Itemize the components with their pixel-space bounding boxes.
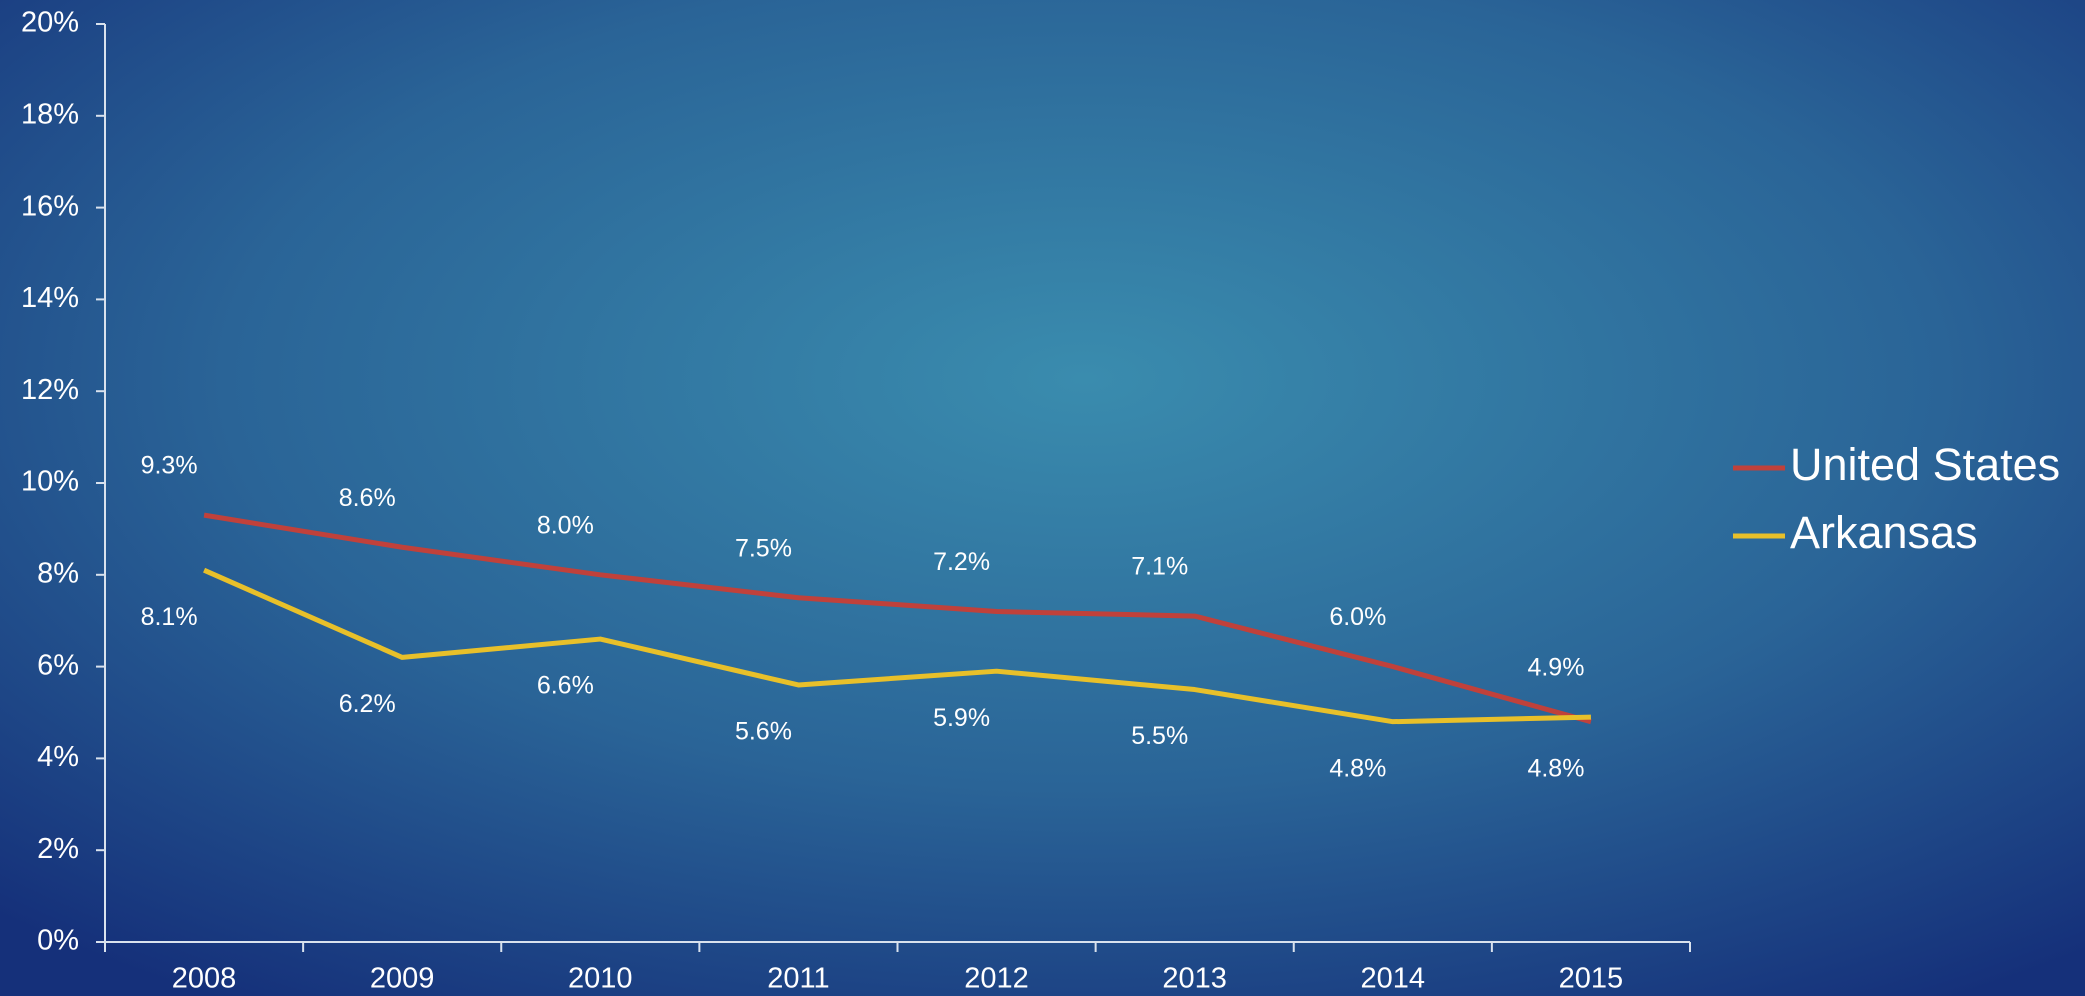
data-label: 5.9% (933, 704, 990, 732)
data-label: 7.2% (933, 548, 990, 576)
y-tick-label: 8% (37, 557, 79, 589)
legend-label: Arkansas (1790, 507, 1978, 558)
data-label: 8.0% (537, 511, 594, 539)
y-tick-label: 0% (37, 925, 79, 957)
data-label: 7.5% (735, 534, 792, 562)
data-label: 6.2% (339, 690, 396, 718)
data-label: 9.3% (141, 452, 198, 480)
data-label: 5.6% (735, 718, 792, 746)
x-tick-label: 2012 (964, 963, 1029, 995)
data-label: 5.5% (1131, 722, 1188, 750)
series-line (203, 512, 1592, 725)
x-tick-label: 2013 (1162, 963, 1227, 995)
x-tick-label: 2011 (767, 963, 829, 995)
y-tick-label: 14% (21, 282, 79, 314)
y-tick-label: 18% (21, 98, 79, 130)
series-line (203, 567, 1591, 725)
data-label: 4.8% (1329, 754, 1386, 782)
data-label: 6.6% (537, 672, 594, 700)
y-tick-label: 10% (21, 466, 79, 498)
x-tick-label: 2015 (1559, 963, 1624, 995)
y-tick-label: 6% (37, 649, 79, 681)
data-label: 4.9% (1527, 654, 1584, 682)
data-label: 6.0% (1329, 603, 1386, 631)
y-tick-label: 12% (21, 374, 79, 406)
x-tick-label: 2008 (172, 963, 237, 995)
x-tick-label: 2010 (568, 963, 633, 995)
legend-label: United States (1790, 439, 2060, 490)
data-label: 4.8% (1527, 754, 1584, 782)
data-label: 8.1% (141, 603, 198, 631)
y-tick-label: 16% (21, 190, 79, 222)
y-tick-label: 4% (37, 741, 79, 773)
x-tick-label: 2014 (1361, 963, 1426, 995)
y-tick-label: 20% (21, 7, 79, 39)
data-label: 8.6% (339, 484, 396, 512)
data-label: 7.1% (1131, 553, 1188, 581)
y-tick-label: 2% (37, 833, 79, 865)
x-tick-label: 2009 (370, 963, 435, 995)
